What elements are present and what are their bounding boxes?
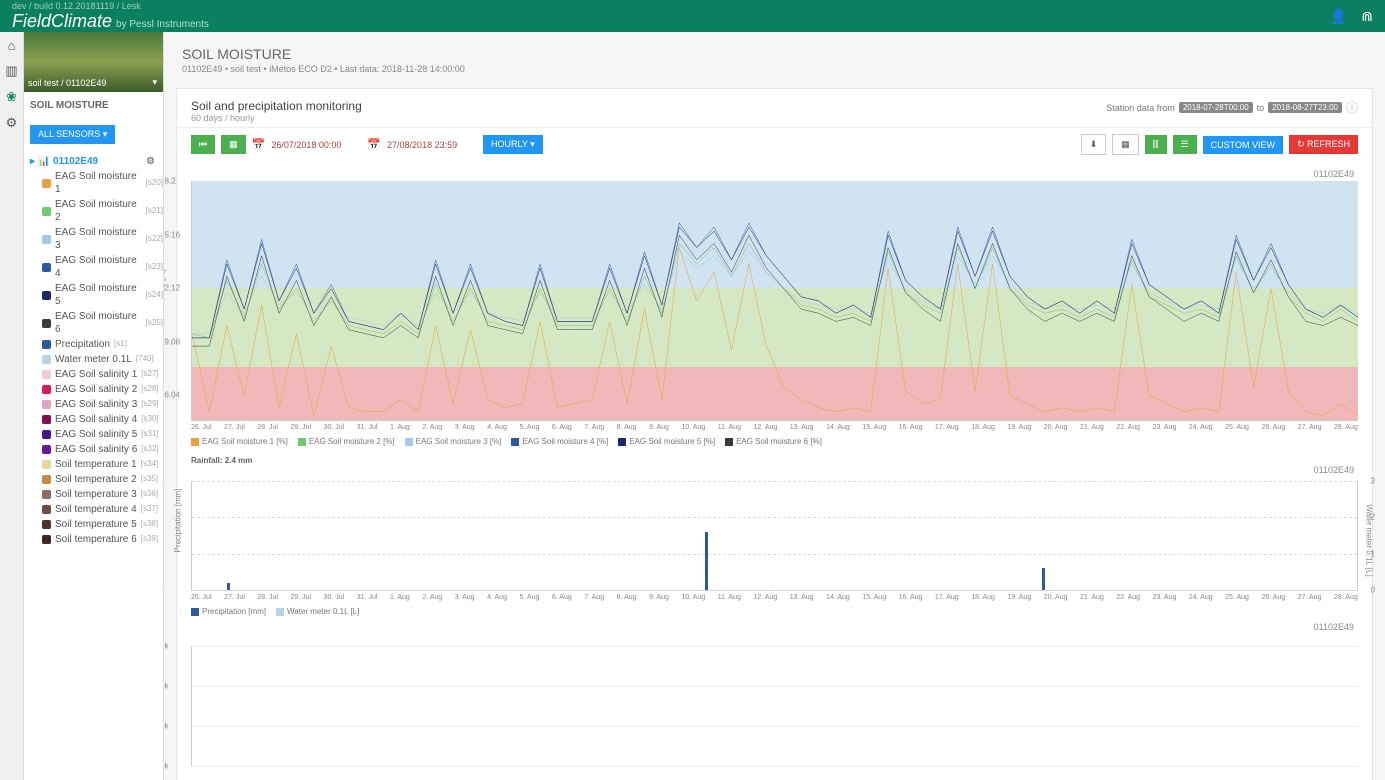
tree-item[interactable]: Water meter 0.1L [740] — [30, 352, 163, 367]
headset-icon[interactable]: ⋒ — [1361, 8, 1373, 25]
download-button[interactable]: ⬇ — [1081, 134, 1107, 155]
user-icon[interactable]: 👤 — [1330, 8, 1347, 25]
page-title: SOIL MOISTURE — [182, 46, 1367, 62]
tree-item[interactable]: Soil temperature 4 [s37] — [30, 502, 163, 517]
tree-item[interactable]: EAG Soil salinity 6 [s32] — [30, 442, 163, 457]
logo: FieldClimate by Pessl Instruments — [12, 11, 209, 32]
sidebar: soil test / 01102E49 SOIL MOISTURE ALL S… — [24, 32, 164, 780]
bar-view-button[interactable]: ⫿⫿ — [1145, 135, 1167, 154]
list-view-button[interactable]: ☰ — [1173, 135, 1197, 154]
calendar-icon[interactable]: 📅 — [252, 138, 266, 151]
date-to-input[interactable] — [387, 140, 477, 150]
range-info: Station data from 2018-07-28T00:00 to 20… — [1106, 99, 1358, 116]
chart1-station: 01102E49 — [191, 169, 1358, 179]
tree-item[interactable]: EAG Soil salinity 4 [s30] — [30, 412, 163, 427]
moisture-icon[interactable]: ❀ — [6, 89, 17, 105]
date-from-input[interactable] — [271, 140, 361, 150]
tree-item[interactable]: Precipitation [s1] — [30, 337, 163, 352]
chart2-station: 01102E49 — [191, 465, 1358, 475]
sensor-tree: ▸ 📊 01102E49 ⚙ EAG Soil moisture 1 [s20]… — [24, 150, 163, 557]
chart-icon[interactable]: ▥ — [5, 63, 17, 79]
home-icon[interactable]: ⌂ — [8, 38, 16, 53]
panel: Soil and precipitation monitoring 60 day… — [176, 88, 1373, 780]
tree-item[interactable]: Soil temperature 6 [s39] — [30, 532, 163, 547]
tree-item[interactable]: EAG Soil salinity 2 [s28] — [30, 382, 163, 397]
tree-item[interactable]: EAG Soil salinity 1 [s27] — [30, 367, 163, 382]
help-icon[interactable]: ⓘ — [1346, 99, 1358, 116]
custom-view-button[interactable]: CUSTOM VIEW — [1203, 136, 1283, 154]
tree-item[interactable]: EAG Soil moisture 4 [s23] — [30, 253, 163, 281]
topbar: dev / build 0.12.20181119 / Lesk FieldCl… — [0, 0, 1385, 32]
tree-item[interactable]: EAG Soil moisture 1 [s20] — [30, 169, 163, 197]
chart2-legend: Precipitation [mm]Water meter 0.1L [L] — [191, 601, 1358, 622]
panel-sub: 60 days / hourly — [191, 113, 362, 123]
moisture-chart: VWC [%] 68.255.1642.1229.0816.04 — [191, 181, 1358, 421]
breadcrumb: 01102E49 • soil test • iMetos ECO D2 • L… — [182, 64, 1367, 74]
hourly-button[interactable]: HOURLY ▾ — [483, 135, 543, 154]
main-content: SOIL MOISTURE 01102E49 • soil test • iMe… — [164, 32, 1385, 780]
all-sensors-button[interactable]: ALL SENSORS ▾ — [30, 125, 115, 144]
tree-item[interactable]: EAG Soil salinity 3 [s29] — [30, 397, 163, 412]
tree-item[interactable]: Soil temperature 2 [s35] — [30, 472, 163, 487]
chart3: 7k6k5k4k — [191, 646, 1358, 766]
tree-item[interactable]: EAG Soil salinity 5 [s31] — [30, 427, 163, 442]
station-selector[interactable]: soil test / 01102E49 — [24, 32, 163, 92]
calendar-icon[interactable]: 📅 — [367, 138, 381, 151]
rainfall-chart: 01230123Precipitation [mm]Water meter 0.… — [191, 481, 1358, 591]
tree-item[interactable]: Soil temperature 1 [s34] — [30, 457, 163, 472]
side-title: SOIL MOISTURE — [24, 92, 163, 119]
tree-item[interactable]: EAG Soil moisture 6 [s25] — [30, 309, 163, 337]
tree-item[interactable]: EAG Soil moisture 5 [s24] — [30, 281, 163, 309]
refresh-button[interactable]: ↻ REFRESH — [1289, 135, 1358, 154]
tree-item[interactable]: Soil temperature 3 [s36] — [30, 487, 163, 502]
nav-cal-button[interactable]: ▦ — [221, 135, 246, 154]
panel-title: Soil and precipitation monitoring — [191, 99, 362, 113]
tree-item[interactable]: EAG Soil moisture 2 [s21] — [30, 197, 163, 225]
tree-item[interactable]: Soil temperature 5 [s38] — [30, 517, 163, 532]
tree-item[interactable]: EAG Soil moisture 3 [s22] — [30, 225, 163, 253]
chart1-legend: EAG Soil moisture 1 [%]EAG Soil moisture… — [191, 431, 1358, 452]
gear-icon[interactable]: ⚙ — [146, 156, 155, 167]
tree-root[interactable]: ▸ 📊 01102E49 ⚙ — [30, 154, 163, 169]
build-info: dev / build 0.12.20181119 / Lesk — [12, 1, 209, 11]
icon-rail: ⌂ ▥ ❀ ⚙ — [0, 32, 24, 780]
toolbar: ⏮ ▦ 📅 📅 HOURLY ▾ ⬇ ▦ ⫿⫿ ☰ CUSTOM VIEW ↻ … — [177, 127, 1372, 161]
grid-button[interactable]: ▦ — [1112, 134, 1139, 155]
nav-first-button[interactable]: ⏮ — [191, 135, 215, 154]
chart3-station: 01102E49 — [191, 622, 1358, 632]
settings-icon[interactable]: ⚙ — [6, 115, 18, 131]
